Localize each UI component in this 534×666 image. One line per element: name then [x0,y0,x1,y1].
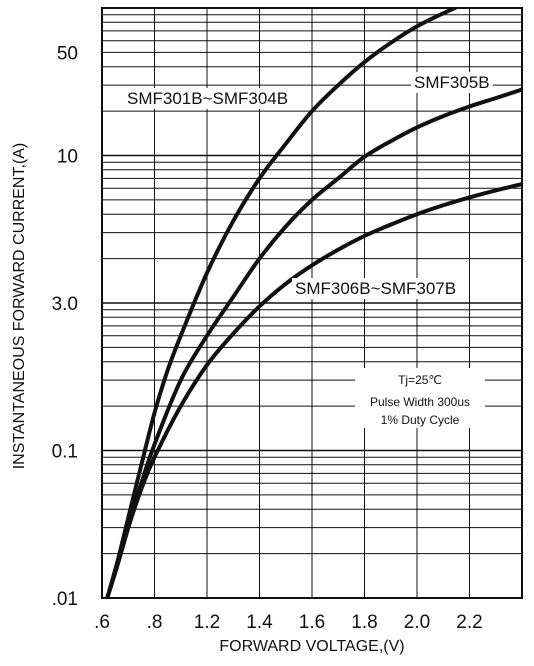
series-label-background [292,278,460,299]
series-label-smf301b-smf304b: SMF301B~SMF304B [127,89,288,108]
series-label-smf306b-smf307b: SMF306B~SMF307B [295,279,456,298]
annotation-pulse-width: Pulse Width 300us [370,395,470,409]
series-label-background [124,88,292,109]
y-axis-title: INSTANTANEOUS FORWARD CURRENT,(A) [11,143,28,470]
series-line-1 [105,8,460,598]
annotation-junction-temperature: Tj=25℃ [398,373,442,387]
x-tick-label: .6 [94,612,110,633]
plot-frame [101,7,523,599]
series-label-smf305b: SMF305B [414,73,490,92]
y-tick-label: 0.1 [52,442,78,463]
x-tick-label: 1.4 [246,612,273,633]
y-tick-label: .01 [52,589,78,610]
y-tick-label: 50 [57,43,78,64]
y-tick-label: 10 [57,147,78,168]
y-tick-label: 3.0 [52,294,78,315]
x-tick-label: 1.8 [351,612,377,633]
series-line-3 [105,182,522,598]
x-tick-label: 2.2 [456,612,482,633]
series-layer [105,8,522,598]
x-axis-title: FORWARD VOLTAGE,(V) [219,638,404,655]
tick-label-layer: .6 .8 1.2 1.4 1.6 1.8 2.0 2.2 .01 0.1 3.0 10 50 [52,43,483,633]
annotation-duty-cycle: 1% Duty Cycle [381,413,460,427]
x-tick-label: 1.2 [194,612,220,633]
annotation-background [355,368,485,428]
series-label-background [411,72,493,93]
x-tick-label: .8 [147,612,163,633]
x-tick-label: 2.0 [404,612,430,633]
x-tick-label: 1.6 [299,612,325,633]
